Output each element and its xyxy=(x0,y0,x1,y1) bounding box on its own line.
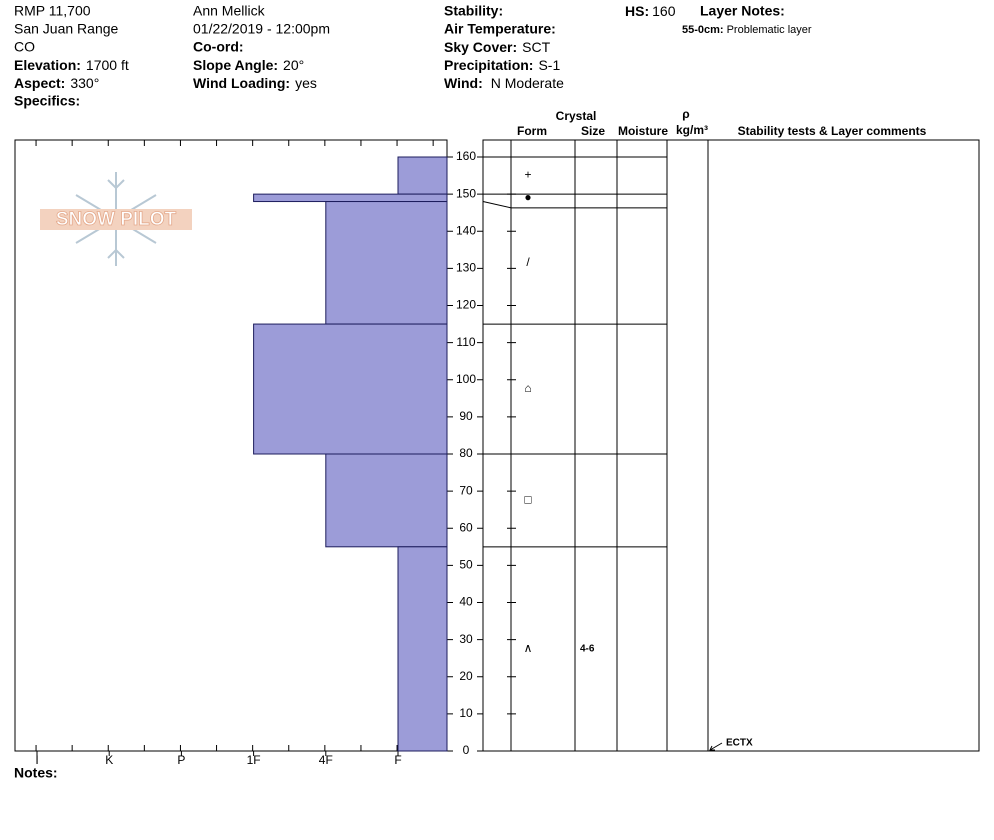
text: Problematic layer xyxy=(727,24,812,36)
value: 160 xyxy=(652,3,676,19)
hardness-bar xyxy=(253,193,448,203)
range: San Juan Range xyxy=(14,21,119,37)
label: Elevation: xyxy=(14,57,81,73)
value: S-1 xyxy=(538,57,560,73)
wind: Wind: N Moderate xyxy=(444,75,564,91)
test-arrowhead xyxy=(709,745,715,751)
air-temperature: Air Temperature: xyxy=(444,21,556,37)
test-arrow xyxy=(709,742,723,751)
location: RMP 11,700 xyxy=(14,3,91,19)
aspect: Aspect: 330° xyxy=(14,75,99,91)
value: 20° xyxy=(283,57,304,73)
y-tick-label: 140 xyxy=(456,223,476,237)
value: SCT xyxy=(522,39,550,55)
label: Aspect: xyxy=(14,75,65,91)
y-tick-label: 100 xyxy=(456,372,476,386)
hardness-bar xyxy=(325,453,448,548)
elevation: Elevation: 1700 ft xyxy=(14,57,129,73)
range: 55-0cm: xyxy=(682,24,724,36)
table-column-lines xyxy=(510,140,709,751)
y-tick-label: 40 xyxy=(459,595,473,609)
layer-notes-label: Layer Notes: xyxy=(700,3,785,19)
x-tick-label: P xyxy=(177,753,185,767)
y-tick-label: 70 xyxy=(459,483,473,497)
grain-form: ⌂ xyxy=(524,381,531,395)
column-header: Form xyxy=(517,124,547,138)
y-tick-label: 30 xyxy=(459,632,473,646)
x-tick-label: K xyxy=(105,753,113,767)
y-tick-label: 20 xyxy=(459,669,473,683)
layer-connector xyxy=(482,201,512,209)
logo-band xyxy=(40,209,192,230)
value: N Moderate xyxy=(491,75,564,91)
value: yes xyxy=(295,75,317,91)
state: CO xyxy=(14,39,35,55)
slope-angle: Slope Angle: 20° xyxy=(193,57,304,73)
value: 1700 ft xyxy=(86,57,129,73)
grain-form: ∧ xyxy=(524,641,533,655)
label: Wind: xyxy=(444,75,483,91)
column-header: Size xyxy=(581,124,605,138)
column-header: Crystal xyxy=(556,109,597,123)
y-tick-label: 0 xyxy=(463,743,470,757)
label: Sky Cover: xyxy=(444,39,517,55)
layer-note: 55-0cm: Problematic layer xyxy=(682,24,812,36)
notes: Notes: xyxy=(14,765,58,781)
x-tick-label: 4F xyxy=(319,753,333,767)
y-tick-label: 60 xyxy=(459,520,473,534)
sky-cover: Sky Cover: SCT xyxy=(444,39,551,55)
label: Slope Angle: xyxy=(193,57,278,73)
label: Wind Loading: xyxy=(193,75,290,91)
datetime: 01/22/2019 - 12:00pm xyxy=(193,21,330,37)
y-tick-label: 150 xyxy=(456,186,476,200)
x-tick-label: F xyxy=(394,753,401,767)
wind-loading: Wind Loading: yes xyxy=(193,75,317,91)
hardness-bar xyxy=(397,546,448,752)
value: 330° xyxy=(70,75,99,91)
grain-form: / xyxy=(526,255,530,269)
y-tick-label: 110 xyxy=(456,335,475,349)
observer: Ann Mellick xyxy=(193,3,266,19)
hardness-bar xyxy=(397,156,448,195)
column-header: Stability tests & Layer comments xyxy=(738,124,927,138)
x-tick-label: 1F xyxy=(247,753,261,767)
precipitation: Precipitation: S-1 xyxy=(444,57,560,73)
hardness-bar xyxy=(253,323,448,455)
coord: Co-ord: xyxy=(193,39,244,55)
y-tick-label: 120 xyxy=(456,298,476,312)
logo-text: SNOW PILOT xyxy=(56,209,177,230)
x-tick-label: I xyxy=(35,753,38,767)
label: Precipitation: xyxy=(444,57,533,73)
grain-form: ● xyxy=(524,190,531,204)
column-header: ρ xyxy=(682,107,689,121)
y-tick-label: 80 xyxy=(459,446,473,460)
stability: Stability: xyxy=(444,3,503,19)
y-tick-label: 50 xyxy=(459,558,473,572)
grain-size: 4-6 xyxy=(580,644,595,655)
hs: HS: 160 xyxy=(625,3,676,19)
column-header: kg/m³ xyxy=(676,123,708,137)
hardness-bar xyxy=(325,201,448,325)
label: HS: xyxy=(625,3,649,19)
y-tick-label: 10 xyxy=(459,706,473,720)
grain-form: □ xyxy=(524,493,531,507)
test-label: ECTX xyxy=(726,738,753,749)
y-tick-label: 90 xyxy=(459,409,473,423)
grain-form: + xyxy=(524,168,531,182)
specifics: Specifics: xyxy=(14,93,80,109)
y-tick-label: 160 xyxy=(456,149,476,163)
layer-table-frame xyxy=(482,139,980,752)
y-tick-label: 130 xyxy=(456,261,476,275)
column-header: Moisture xyxy=(618,124,668,138)
